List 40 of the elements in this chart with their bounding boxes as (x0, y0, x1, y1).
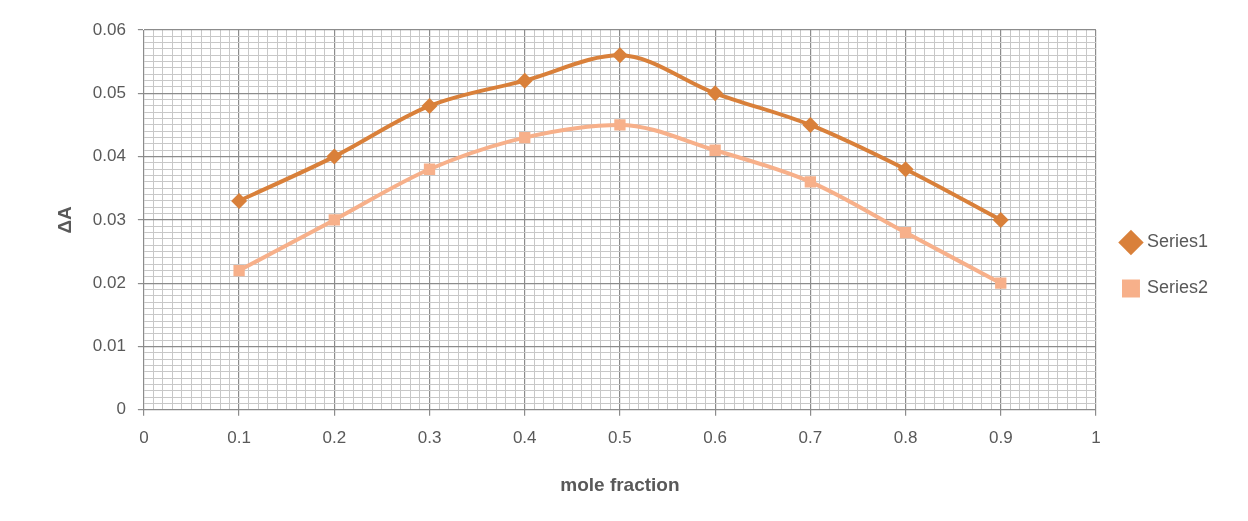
x-tick-label: 0.7 (798, 427, 823, 447)
point (614, 119, 626, 131)
y-tick-label: 0.06 (92, 19, 126, 39)
point (992, 211, 1009, 228)
x-tick-label: 0.6 (703, 427, 727, 447)
x-tick-label: 0.8 (893, 427, 918, 447)
x-tick-label: 0 (139, 427, 149, 447)
x-tick-label: 0.9 (988, 427, 1013, 447)
point (995, 277, 1007, 289)
point (707, 85, 724, 102)
y-tick-label: 0 (116, 399, 126, 419)
point (516, 72, 533, 89)
point (233, 264, 245, 277)
point (611, 47, 628, 64)
y-tick-label: 0.02 (92, 272, 126, 292)
point (421, 97, 438, 114)
point (326, 148, 343, 165)
x-tick-label: 0.2 (322, 427, 347, 447)
point (897, 161, 914, 178)
y-tick-label: 0.03 (92, 209, 126, 229)
point (804, 176, 816, 188)
y-axis-title: ΔA (53, 205, 75, 234)
x-axis-title: mole fraction (560, 473, 680, 495)
point (328, 214, 340, 226)
x-tick-label: 1 (1091, 427, 1101, 447)
x-tick-label: 0.3 (417, 427, 442, 447)
point (709, 144, 721, 156)
legend-label: Series1 (1146, 231, 1208, 252)
point (802, 116, 819, 133)
point (899, 226, 912, 239)
legend-label: Series2 (1146, 277, 1208, 298)
y-tick-label: 0.04 (92, 146, 126, 166)
point (423, 163, 436, 175)
point (231, 192, 248, 209)
x-tick-label: 0.5 (608, 427, 632, 447)
y-tick-label: 0.05 (92, 82, 126, 102)
y-tick-label: 0.01 (92, 336, 126, 356)
x-tick-label: 0.4 (512, 427, 537, 447)
point (519, 131, 531, 144)
x-tick-label: 0.1 (227, 427, 251, 447)
